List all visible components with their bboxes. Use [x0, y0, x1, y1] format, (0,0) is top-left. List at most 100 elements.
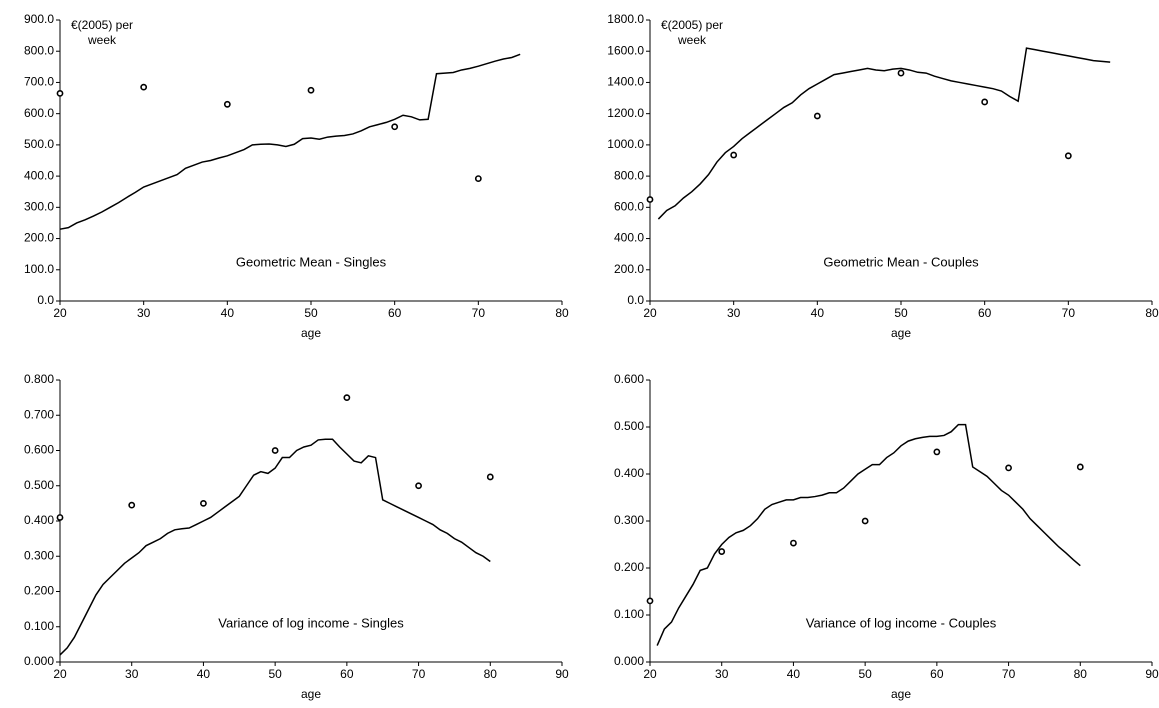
y-tick-label: 0.600	[614, 372, 644, 386]
y-tick-label: 400.0	[614, 231, 644, 245]
y-tick-label: 0.0	[627, 293, 644, 307]
x-tick-label: 80	[484, 667, 498, 681]
x-tick-label: 30	[137, 306, 151, 320]
data-point	[223, 100, 231, 108]
y-tick-label: 1800.0	[607, 12, 644, 26]
x-axis-label: age	[891, 687, 911, 701]
panel-title: Variance of log income - Couples	[806, 615, 997, 630]
x-tick-label: 70	[412, 667, 426, 681]
x-tick-label: 60	[930, 667, 944, 681]
data-point	[981, 98, 989, 106]
y-tick-label: 0.000	[614, 654, 644, 668]
x-tick-label: 50	[304, 306, 318, 320]
x-tick-label: 20	[643, 306, 657, 320]
data-point	[474, 175, 482, 183]
x-tick-label: 70	[1002, 667, 1016, 681]
data-line	[657, 47, 1111, 220]
y-tick-label: 0.700	[24, 407, 54, 421]
data-point	[391, 123, 399, 131]
data-point	[718, 548, 726, 555]
y-tick-label: 600.0	[24, 106, 54, 120]
x-tick-label: 30	[715, 667, 729, 681]
data-point	[1005, 464, 1012, 472]
y-tick-label: 500.0	[24, 137, 54, 151]
data-line	[656, 423, 1081, 646]
x-tick-label: 40	[197, 667, 211, 681]
data-point	[486, 473, 494, 481]
x-tick-label: 80	[1074, 667, 1088, 681]
data-point	[415, 482, 422, 490]
x-tick-label: 90	[1145, 667, 1159, 681]
x-tick-label: 60	[340, 667, 354, 681]
panel-title: Geometric Mean - Couples	[823, 254, 979, 269]
x-axis-label: age	[891, 326, 911, 340]
data-point	[1076, 463, 1084, 471]
data-point	[1064, 152, 1072, 160]
data-point	[271, 447, 279, 454]
y-tick-label: 0.500	[24, 478, 54, 492]
y-tick-label: 0.100	[24, 619, 54, 633]
x-tick-label: 40	[787, 667, 801, 681]
x-tick-label: 90	[555, 667, 569, 681]
data-point	[343, 394, 351, 402]
x-tick-label: 80	[555, 306, 569, 320]
y-tick-label: 300.0	[24, 200, 54, 214]
y-tick-label: 800.0	[614, 168, 644, 182]
y-tick-label: 200.0	[614, 262, 644, 276]
data-point	[813, 112, 821, 120]
y-tick-label: 0.400	[24, 513, 54, 527]
x-tick-label: 60	[978, 306, 992, 320]
x-tick-label: 20	[643, 667, 657, 681]
x-tick-label: 20	[53, 306, 67, 320]
data-line	[59, 438, 491, 656]
y-tick-label: 0.500	[614, 419, 644, 433]
y-tick-label: 100.0	[24, 262, 54, 276]
y-tick-label: 0.000	[24, 654, 54, 668]
y-unit-label: €(2005) per	[661, 18, 723, 32]
data-point	[646, 597, 654, 605]
y-unit-label: week	[677, 33, 707, 47]
x-tick-label: 50	[858, 667, 872, 681]
y-tick-label: 0.100	[614, 607, 644, 621]
x-tick-label: 20	[53, 667, 67, 681]
data-point	[897, 69, 905, 77]
panel-title: Geometric Mean - Singles	[236, 254, 387, 269]
y-tick-label: 1000.0	[607, 137, 644, 151]
y-unit-label: week	[87, 33, 117, 47]
y-tick-label: 0.0	[37, 293, 54, 307]
x-axis-label: age	[301, 326, 321, 340]
y-tick-label: 0.300	[24, 548, 54, 562]
x-tick-label: 50	[894, 306, 908, 320]
data-line	[59, 53, 521, 230]
x-tick-label: 50	[268, 667, 282, 681]
x-axis-label: age	[301, 687, 321, 701]
x-tick-label: 80	[1145, 306, 1159, 320]
panel-title: Variance of log income - Singles	[218, 615, 404, 630]
y-tick-label: 0.300	[614, 513, 644, 527]
x-tick-label: 30	[727, 306, 741, 320]
x-tick-label: 70	[472, 306, 486, 320]
y-tick-label: 0.600	[24, 443, 54, 457]
y-tick-label: 600.0	[614, 200, 644, 214]
data-point	[128, 501, 136, 509]
y-unit-label: €(2005) per	[71, 18, 133, 32]
y-tick-label: 0.800	[24, 372, 54, 386]
data-point	[790, 539, 797, 547]
data-point	[307, 86, 315, 94]
y-tick-label: 1600.0	[607, 43, 644, 57]
x-tick-label: 60	[388, 306, 402, 320]
data-point	[730, 151, 738, 159]
y-tick-label: 400.0	[24, 168, 54, 182]
y-tick-label: 1400.0	[607, 75, 644, 89]
y-tick-label: 200.0	[24, 231, 54, 245]
data-point	[140, 83, 148, 91]
data-point	[56, 514, 64, 521]
data-point	[200, 499, 207, 507]
data-point	[56, 89, 64, 97]
y-tick-label: 900.0	[24, 12, 54, 26]
y-tick-label: 1200.0	[607, 106, 644, 120]
x-tick-label: 70	[1062, 306, 1076, 320]
x-tick-label: 40	[811, 306, 825, 320]
data-point	[933, 448, 941, 456]
